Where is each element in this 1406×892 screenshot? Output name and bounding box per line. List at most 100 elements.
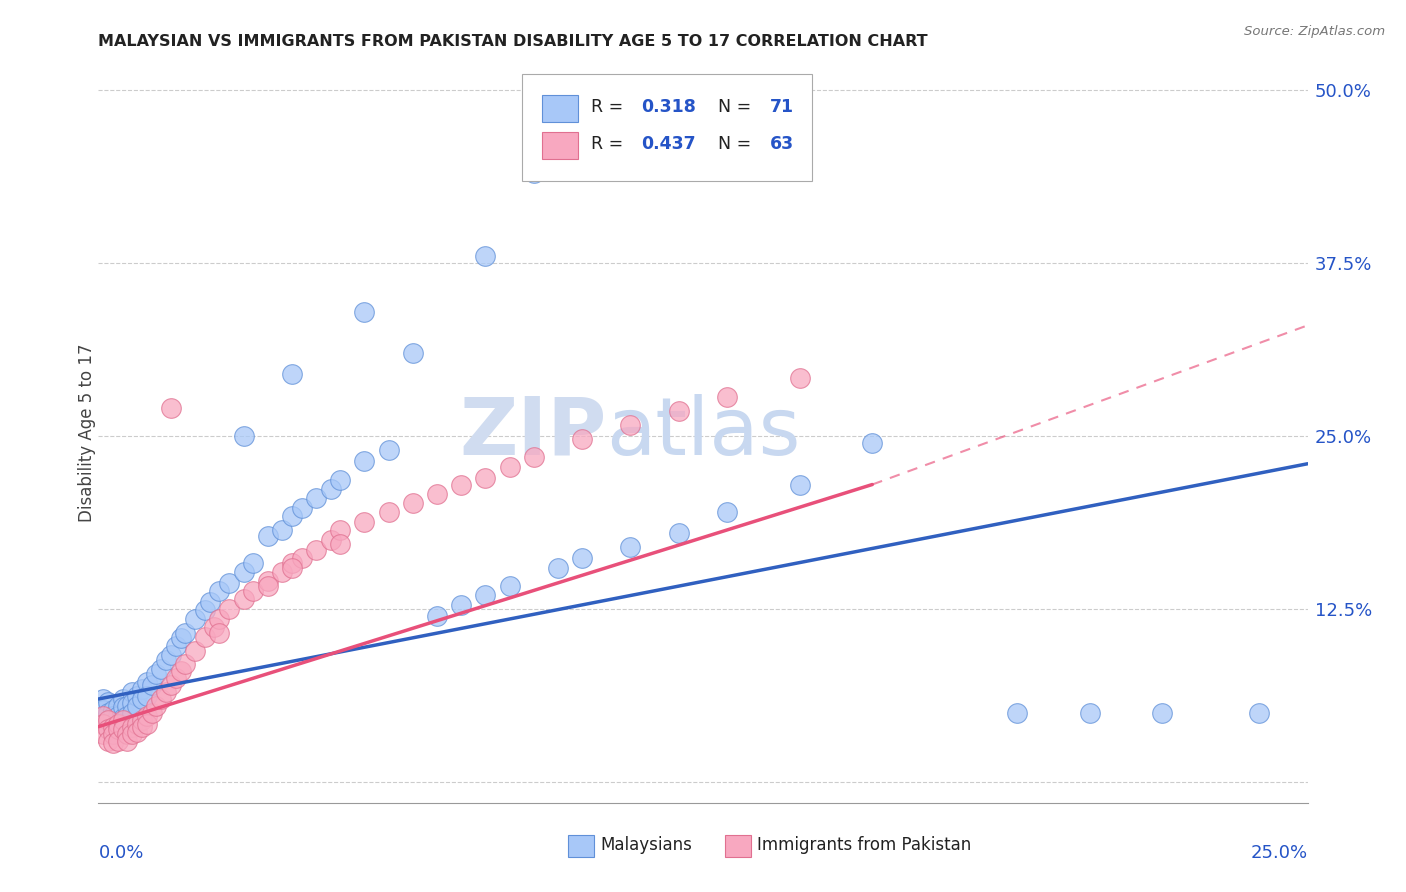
Point	[571, 432, 593, 446]
Point	[131, 720, 153, 734]
Text: 71: 71	[769, 98, 793, 116]
Point	[256, 529, 278, 543]
Point	[1078, 706, 1101, 720]
FancyBboxPatch shape	[568, 835, 595, 857]
Point	[97, 723, 120, 737]
Point	[160, 648, 183, 662]
Point	[107, 723, 129, 737]
Point	[111, 723, 134, 737]
Point	[169, 631, 191, 645]
Text: N =: N =	[717, 135, 756, 153]
Point	[232, 429, 254, 443]
Point	[141, 678, 163, 692]
Point	[91, 726, 114, 740]
Point	[131, 713, 153, 727]
Point	[165, 671, 187, 685]
Point	[135, 708, 157, 723]
Point	[184, 643, 207, 657]
Point	[121, 696, 143, 710]
Point	[450, 477, 472, 491]
Point	[127, 698, 149, 713]
Point	[101, 708, 124, 723]
Point	[174, 657, 197, 672]
Point	[450, 598, 472, 612]
Point	[281, 560, 304, 574]
Point	[111, 692, 134, 706]
Text: R =: R =	[591, 98, 628, 116]
Text: 63: 63	[769, 135, 793, 153]
Point	[290, 501, 312, 516]
Text: 0.437: 0.437	[641, 135, 696, 153]
Point	[107, 708, 129, 723]
Point	[111, 700, 134, 714]
Point	[329, 474, 352, 488]
Point	[319, 533, 342, 547]
Point	[101, 726, 124, 740]
Point	[498, 459, 520, 474]
Point	[107, 720, 129, 734]
Point	[523, 166, 546, 180]
Point	[101, 720, 124, 734]
Point	[131, 682, 153, 697]
Point	[281, 367, 304, 381]
Point	[242, 584, 264, 599]
Point	[174, 625, 197, 640]
Point	[121, 685, 143, 699]
Text: 0.0%: 0.0%	[98, 844, 143, 862]
Point	[121, 720, 143, 734]
Point	[150, 692, 173, 706]
Point	[256, 574, 278, 589]
Point	[165, 640, 187, 654]
Point	[402, 346, 425, 360]
Point	[716, 390, 738, 404]
Point	[107, 698, 129, 713]
FancyBboxPatch shape	[522, 73, 811, 181]
Point	[160, 678, 183, 692]
Text: Malaysians: Malaysians	[600, 836, 692, 854]
Point	[194, 603, 217, 617]
Point	[111, 711, 134, 725]
Text: 25.0%: 25.0%	[1250, 844, 1308, 862]
FancyBboxPatch shape	[543, 132, 578, 159]
Point	[547, 560, 569, 574]
Text: MALAYSIAN VS IMMIGRANTS FROM PAKISTAN DISABILITY AGE 5 TO 17 CORRELATION CHART: MALAYSIAN VS IMMIGRANTS FROM PAKISTAN DI…	[98, 34, 928, 49]
Point	[194, 630, 217, 644]
Point	[127, 725, 149, 739]
Point	[97, 695, 120, 709]
FancyBboxPatch shape	[543, 95, 578, 121]
Point	[198, 595, 221, 609]
Text: R =: R =	[591, 135, 628, 153]
Point	[208, 612, 231, 626]
Point	[426, 609, 449, 624]
Point	[141, 706, 163, 720]
Point	[668, 525, 690, 540]
Point	[131, 692, 153, 706]
Point	[111, 713, 134, 727]
Point	[232, 565, 254, 579]
Point	[150, 662, 173, 676]
Point	[91, 692, 114, 706]
Point	[402, 495, 425, 509]
Point	[1007, 706, 1029, 720]
Point	[353, 515, 375, 529]
Point	[135, 717, 157, 731]
Point	[218, 602, 240, 616]
Point	[305, 542, 328, 557]
Point	[121, 726, 143, 740]
Point	[127, 717, 149, 731]
Point	[160, 401, 183, 416]
Point	[353, 454, 375, 468]
Point	[155, 685, 177, 699]
Point	[305, 491, 328, 506]
Point	[271, 565, 294, 579]
Point	[619, 540, 641, 554]
Point	[242, 557, 264, 571]
Point	[135, 690, 157, 704]
Point	[281, 509, 304, 524]
Text: atlas: atlas	[606, 393, 800, 472]
Point	[208, 625, 231, 640]
Point	[319, 482, 342, 496]
Point	[117, 726, 139, 740]
Point	[169, 665, 191, 679]
Point	[107, 733, 129, 747]
